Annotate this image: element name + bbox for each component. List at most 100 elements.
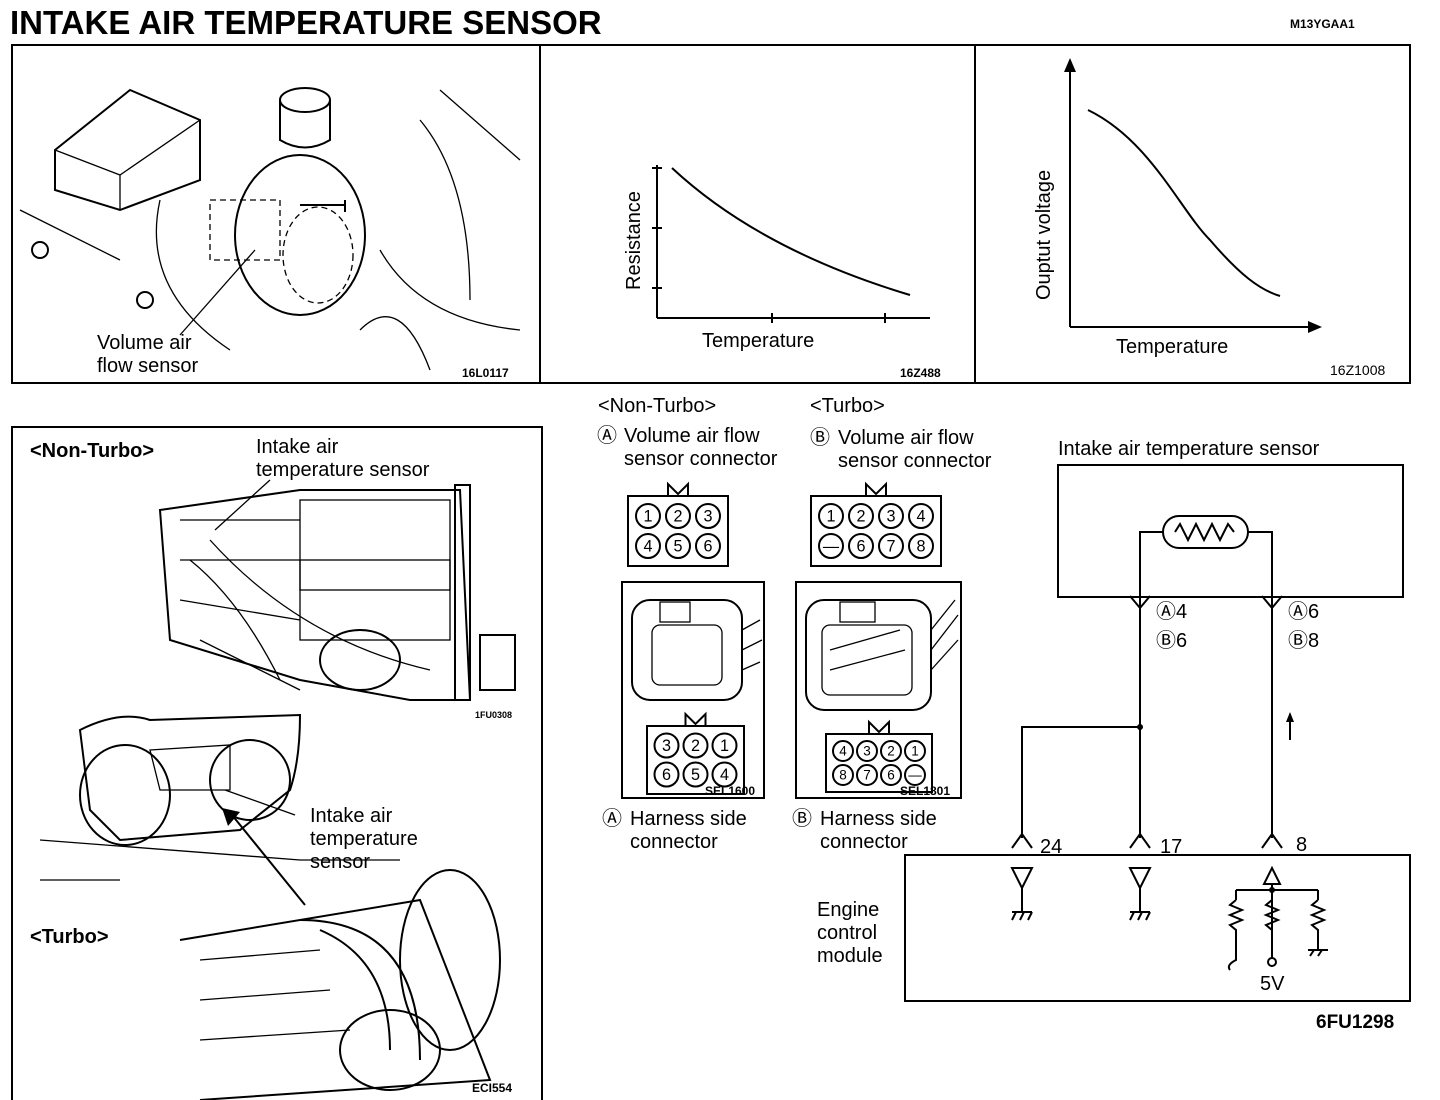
connector-a-title: Ⓐ Volume air flow sensor connector — [597, 424, 778, 470]
page-title: INTAKE AIR TEMPERATURE SENSOR — [10, 4, 602, 41]
connector-pin — [665, 503, 691, 529]
resistance-curve — [671, 167, 911, 296]
connector-pin — [635, 533, 661, 559]
connector-pin — [682, 732, 709, 759]
connector-pin — [711, 732, 738, 759]
pin-number: 4 — [720, 766, 729, 784]
text-line: control — [817, 922, 877, 944]
figure-code: 16Z1008 — [1330, 362, 1385, 378]
non-turbo-air-flow-sensor-illustration — [158, 479, 516, 701]
pin-number: 7 — [863, 768, 871, 783]
connector-pin — [635, 503, 661, 529]
connector-pin — [904, 740, 926, 762]
non-turbo-label: <Non-Turbo> — [30, 440, 154, 462]
connector-pin — [880, 740, 902, 762]
non-turbo-sensor-callout: Intake air temperature sensor — [256, 436, 430, 481]
pin-number: 5 — [691, 766, 700, 784]
pin-number: 7 — [886, 537, 895, 555]
text-line: flow sensor — [97, 355, 198, 377]
left-terminal-label: Ⓐ4 Ⓑ6 — [1156, 600, 1187, 652]
connector-pin — [908, 533, 934, 559]
connector-key-icon — [684, 711, 707, 726]
pin-number: 3 — [886, 507, 895, 525]
connector-pin — [848, 533, 874, 559]
pin-number: 4 — [916, 507, 925, 525]
pin-number: 6 — [887, 768, 895, 783]
pin-number: 6 — [662, 766, 671, 784]
resistor-icon — [1308, 899, 1328, 957]
pin-number: 6 — [856, 537, 865, 555]
connector-pin — [695, 503, 721, 529]
pin-number: 1 — [826, 507, 835, 525]
pin-number: 1 — [643, 507, 652, 525]
pin-number: 4 — [839, 744, 847, 759]
connector-pin — [880, 764, 902, 786]
voltage-label: 5V — [1260, 973, 1285, 995]
pin-number: 2 — [856, 507, 865, 525]
harness-plug-a-illustration — [631, 599, 763, 701]
text-line: connector — [630, 831, 718, 853]
turbo-heading: <Turbo> — [810, 395, 885, 417]
text-line: sensor — [310, 851, 370, 873]
ecm-pin-24: 24 — [1040, 836, 1062, 858]
connector-pin — [848, 503, 874, 529]
pin-number: 1 — [911, 744, 919, 759]
text-line: module — [817, 945, 883, 967]
x-axis-label: Temperature — [1116, 336, 1228, 358]
ecm-pin-8: 8 — [1296, 834, 1307, 856]
connector-pin — [818, 533, 844, 559]
resistor-icon — [1227, 899, 1245, 971]
connector-b-harness-side: 4 3 2 1 8 7 6 — — [825, 719, 933, 793]
pin-number: 6 — [703, 537, 712, 555]
pin-number: 4 — [643, 537, 652, 555]
connector-pin — [856, 764, 878, 786]
pin-number: 2 — [673, 507, 682, 525]
connector-pin — [665, 533, 691, 559]
pin-number: 3 — [863, 744, 871, 759]
connector-key-icon — [667, 481, 689, 496]
pin-number: 3 — [662, 737, 671, 755]
connector-key-icon — [868, 719, 890, 734]
resistor-icon — [1263, 899, 1281, 931]
harness-plug-b-illustration — [805, 599, 959, 711]
output-voltage-vs-temperature-graph — [1064, 58, 1322, 333]
volume-air-flow-sensor-callout: Volume air flow sensor — [97, 332, 198, 377]
ecm-box — [904, 854, 1411, 1002]
y-axis-label: Ouptut voltage — [1033, 170, 1055, 300]
sensor-box — [1057, 464, 1404, 598]
figure-code: SEL1600 — [705, 784, 755, 798]
pin-number: 1 — [720, 737, 729, 755]
harness-a-label: Ⓐ Harness side connector — [602, 807, 747, 853]
turbo-label: <Turbo> — [30, 926, 109, 948]
pin-number: 3 — [703, 507, 712, 525]
engine-bay-illustration — [19, 87, 521, 371]
pin-number: 2 — [887, 744, 895, 759]
turbo-sensor-callout: Intake air temperature sensor — [310, 805, 418, 873]
text-line: connector — [820, 831, 908, 853]
pin-number: — — [908, 768, 922, 783]
connector-key-icon — [865, 481, 887, 496]
connector-pin — [653, 761, 680, 788]
connector-pin — [832, 740, 854, 762]
pin-number: 8 — [916, 537, 925, 555]
connector-pin — [832, 764, 854, 786]
connector-pin — [682, 761, 709, 788]
figure-code: ECI554 — [472, 1081, 512, 1095]
sensor-label: Intake air temperature sensor — [1058, 438, 1320, 460]
circuit-diagram: Intake air temperature sensor — [904, 438, 1411, 1002]
connector-pin — [904, 764, 926, 786]
figure-code: 16L0117 — [462, 366, 509, 380]
connector-b-sensor-side: 1 2 3 4 — 6 7 8 — [810, 481, 942, 567]
ground-icon — [1010, 867, 1034, 921]
harness-connector-a-frame — [621, 581, 765, 799]
connector-a-sensor-side: 1 2 3 4 5 6 — [627, 481, 729, 567]
ground-icon — [1128, 867, 1152, 921]
x-axis-label: Temperature — [702, 330, 814, 352]
pin-number: 8 — [839, 768, 847, 783]
connector-a-harness-side: 3 2 1 6 5 4 — [646, 711, 745, 795]
connector-pin — [878, 503, 904, 529]
pin-number: — — [823, 537, 840, 555]
resistance-vs-temperature-graph — [652, 165, 930, 323]
text-line: sensor connector — [624, 448, 778, 470]
